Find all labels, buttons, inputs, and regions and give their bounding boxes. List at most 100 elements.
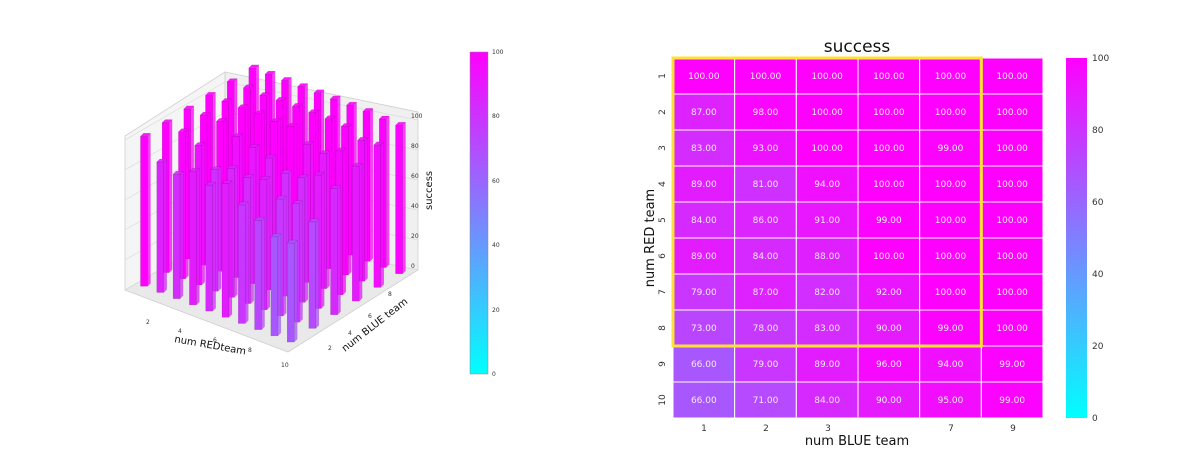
bar3d (205, 181, 217, 312)
bar3d-z-ticks: 0 20 40 60 80 100 (411, 113, 423, 270)
x-tick: 7 (948, 424, 954, 434)
cell-value-label: 100.00 (935, 72, 967, 82)
x-tick: 2 (146, 319, 150, 326)
heatmap-title: success (824, 37, 891, 57)
heatmap-cell (980, 165, 1044, 203)
heatmap-cell (980, 273, 1044, 311)
cell-value-label: 100.00 (935, 288, 967, 298)
cell-value-label: 100.00 (996, 288, 1028, 298)
cell-value-label: 100.00 (996, 216, 1028, 226)
heatmap-cell (980, 237, 1044, 275)
y-tick: 5 (658, 217, 668, 223)
heatmap-cell (734, 237, 797, 275)
cell-value-label: 99.00 (938, 144, 964, 154)
bar3d (286, 239, 298, 343)
bar3d (140, 132, 151, 287)
cell-value-label: 89.00 (691, 180, 717, 190)
x-tick: 3 (825, 424, 831, 434)
cell-value-label: 100.00 (873, 72, 905, 82)
heatmap-cell (672, 345, 736, 383)
heatmap-cell (919, 309, 982, 347)
heatmap-x-ticks: 1 2 3 7 9 (701, 424, 1016, 434)
y-tick: 2 (328, 345, 332, 352)
colorbar-tick: 40 (492, 242, 500, 249)
heatmap-y-ticks: 1 2 3 4 5 6 7 8 9 10 (658, 73, 668, 406)
y-tick: 2 (658, 109, 668, 115)
heatmap-cell (734, 201, 797, 239)
heatmap-cell (980, 345, 1044, 383)
colorbar-tick: 100 (492, 49, 504, 56)
y-tick: 8 (658, 325, 668, 331)
cell-value-label: 100.00 (935, 180, 967, 190)
z-tick: 60 (411, 173, 419, 180)
colorbar-tick: 100 (1092, 54, 1109, 64)
y-tick: 3 (658, 145, 668, 151)
cell-value-label: 95.00 (938, 396, 964, 406)
heatmap-chart: success 100.00 100.00 100.00 100.00 100.00 10… (643, 37, 1109, 449)
colorbar-tick: 60 (492, 178, 500, 185)
heatmap-cell (919, 93, 982, 131)
bar3d (395, 121, 406, 275)
cell-value-label: 100.00 (811, 144, 843, 154)
colorbar-tick: 60 (1092, 198, 1104, 208)
heatmap-cell (795, 381, 859, 419)
y-tick: 6 (658, 253, 668, 259)
heatmap-cell (919, 345, 982, 383)
cell-value-label: 66.00 (691, 396, 717, 406)
heatmap-cell (734, 93, 797, 131)
heatmap-cell (857, 309, 921, 347)
cell-value-label: 100.00 (811, 72, 843, 82)
heatmap-cells (672, 57, 1044, 419)
colorbar-tick: 80 (1092, 126, 1104, 136)
cell-value-label: 98.00 (753, 108, 779, 118)
y-axis-label: num RED team (643, 189, 658, 287)
x-tick: 10 (281, 362, 289, 369)
cell-value-label: 100.00 (996, 180, 1028, 190)
y-tick: 10 (658, 394, 668, 406)
cell-value-label: 90.00 (876, 324, 902, 334)
cell-value-label: 86.00 (753, 216, 779, 226)
cell-value-label: 100.00 (811, 108, 843, 118)
x-tick: 6 (213, 337, 217, 344)
colorbar-tick: 20 (1092, 342, 1104, 352)
heatmap-cell (919, 237, 982, 275)
heatmap-cell (980, 381, 1044, 419)
heatmap-cell (919, 201, 982, 239)
y-tick: 8 (388, 291, 392, 298)
heatmap-cell (795, 345, 859, 383)
bar3d (270, 233, 282, 337)
cell-value-label: 84.00 (753, 252, 779, 262)
heatmap-cell (980, 129, 1044, 167)
cell-value-label: 87.00 (753, 288, 779, 298)
cell-value-label: 100.00 (750, 72, 782, 82)
bar3d (373, 141, 385, 288)
heatmap-cell (795, 165, 859, 203)
heatmap-cell (734, 309, 797, 347)
bar3d (330, 185, 341, 316)
heatmap-cell (919, 381, 982, 419)
heatmap-cell (795, 93, 859, 131)
cell-value-label: 66.00 (691, 360, 717, 370)
bar3d (237, 201, 249, 324)
cell-value-label: 83.00 (691, 144, 717, 154)
x-axis-label: num BLUE team (805, 434, 909, 449)
cell-value-label: 83.00 (814, 324, 840, 334)
bar3d (172, 170, 184, 300)
y-tick: 6 (368, 313, 372, 320)
cell-value-label: 84.00 (691, 216, 717, 226)
x-axis-label: num REDteam (173, 334, 246, 357)
cell-value-label: 94.00 (814, 180, 840, 190)
colorbar-right-ticks: 0 20 40 60 80 100 (1092, 54, 1109, 424)
cell-value-label: 84.00 (814, 396, 840, 406)
heatmap-value-labels: 100.00 100.00 100.00 100.00 100.00 100.00 87.0… (688, 72, 1028, 406)
colorbar-left (469, 51, 489, 375)
bar3d (308, 218, 320, 329)
x-tick: 4 (178, 328, 182, 335)
colorbar-tick: 20 (492, 307, 500, 314)
heatmap-cell (734, 129, 797, 167)
cell-value-label: 100.00 (996, 324, 1028, 334)
x-tick: 9 (1010, 424, 1016, 434)
bar3d (351, 162, 363, 302)
cell-value-label: 100.00 (873, 144, 905, 154)
